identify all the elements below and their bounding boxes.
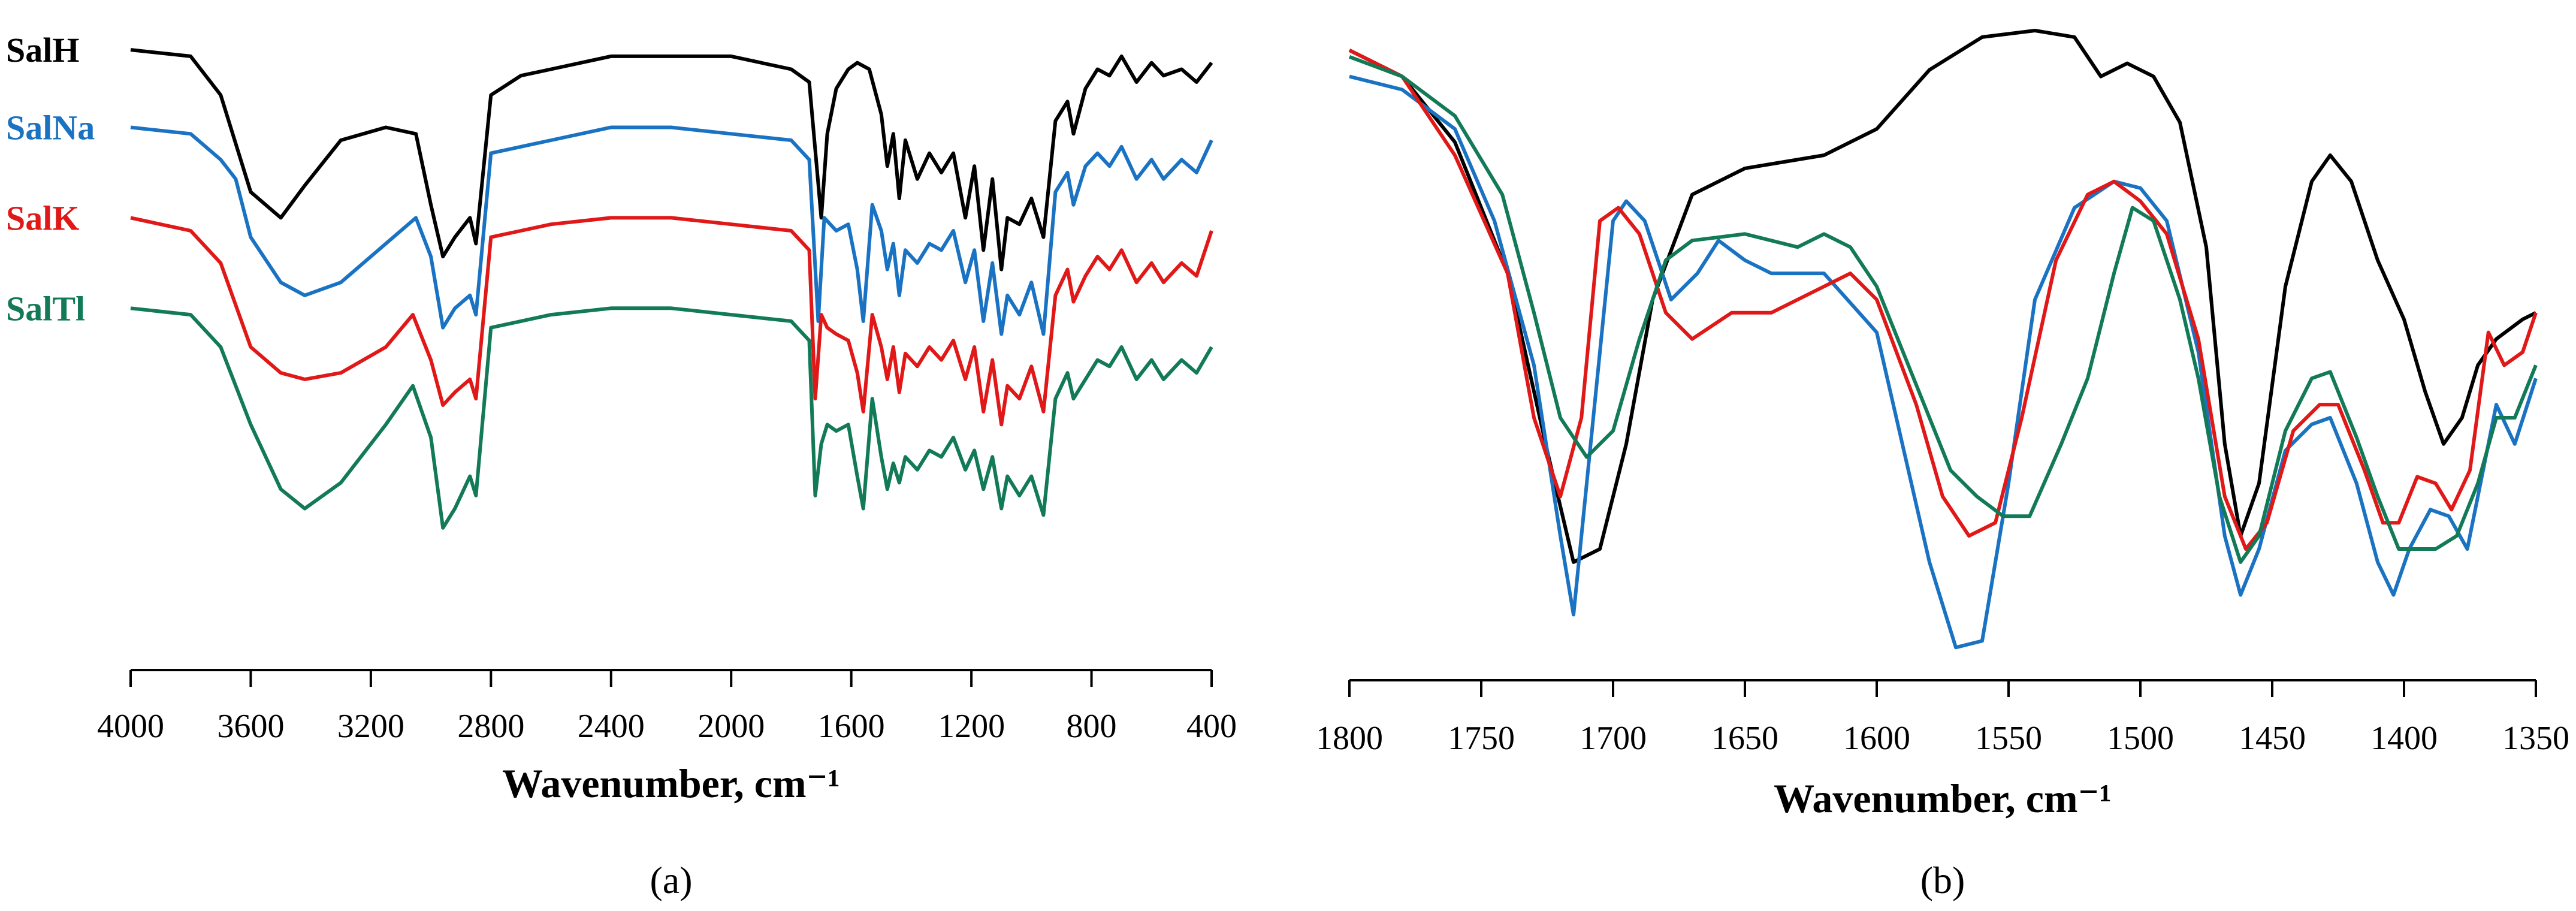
panel-b-tick-label-1500: 1500 [2107, 720, 2174, 757]
panel-b-tick-label-1700: 1700 [1580, 720, 1647, 757]
panel-a: 4000 3600 3200 2800 2400 2000 1600 1200 800 400 S… [6, 31, 1237, 901]
panel-b-series-salna [1349, 74, 2538, 650]
legend-label-salna: SalNa [6, 108, 95, 147]
panel-a-tick-label-3600: 3600 [217, 708, 284, 745]
panel-b-tick-label-1450: 1450 [2239, 720, 2306, 757]
panel-a-series-salna [130, 125, 1213, 336]
panel-a-series [130, 48, 1213, 530]
panel-b-tick-label-1750: 1750 [1448, 720, 1515, 757]
legend-label-salk: SalK [6, 198, 80, 237]
panel-a-tick-label-1200: 1200 [938, 708, 1005, 745]
legend-label-salh: SalH [6, 31, 80, 70]
panel-a-series-saltl [130, 306, 1213, 530]
panel-b-tick-label-1600: 1600 [1843, 720, 1910, 757]
panel-b-series [1348, 29, 2538, 650]
panel-a-x-ticks: 4000 3600 3200 2800 2400 2000 1600 1200 800 400 [97, 670, 1237, 745]
panel-a-x-axis-title: Wavenumber, cm⁻¹ [502, 761, 840, 806]
panel-b-tick-label-1350: 1350 [2502, 720, 2569, 757]
panel-b-x-axis-title: Wavenumber, cm⁻¹ [1774, 776, 2112, 821]
panel-b-tick-label-1400: 1400 [2370, 720, 2438, 757]
panel-a-tick-label-2000: 2000 [697, 708, 765, 745]
panel-b-tick-label-1650: 1650 [1711, 720, 1778, 757]
panel-a-tick-label-400: 400 [1186, 708, 1237, 745]
panel-b-label: (b) [1920, 859, 1965, 901]
panel-b-tick-label-1550: 1550 [1975, 720, 2042, 757]
panel-a-label: (a) [650, 859, 692, 901]
panel-a-tick-label-4000: 4000 [97, 708, 164, 745]
panel-b-series-saltl [1348, 55, 2538, 564]
panel-a-tick-label-3200: 3200 [337, 708, 404, 745]
panel-a-legend: SalH SalNa SalK SalTl [6, 31, 95, 328]
panel-a-tick-label-2800: 2800 [457, 708, 524, 745]
panel-a-tick-label-2400: 2400 [578, 708, 645, 745]
panel-a-series-salh [130, 48, 1213, 272]
legend-label-saltl: SalTl [6, 289, 85, 328]
panel-b-series-salh [1348, 29, 2537, 564]
panel-b-series-salk [1348, 49, 2538, 551]
panel-a-tick-label-1600: 1600 [818, 708, 885, 745]
panel-b-x-ticks: 1800 1750 1700 1650 1600 1550 1500 1450 1400 1350 [1316, 680, 2569, 757]
panel-b-tick-label-1800: 1800 [1316, 720, 1383, 757]
panel-a-series-salk [130, 216, 1213, 427]
panel-b: 1800 1750 1700 1650 1600 1550 1500 1450 1400 1350… [1316, 29, 2569, 901]
panel-a-tick-label-800: 800 [1067, 708, 1117, 745]
